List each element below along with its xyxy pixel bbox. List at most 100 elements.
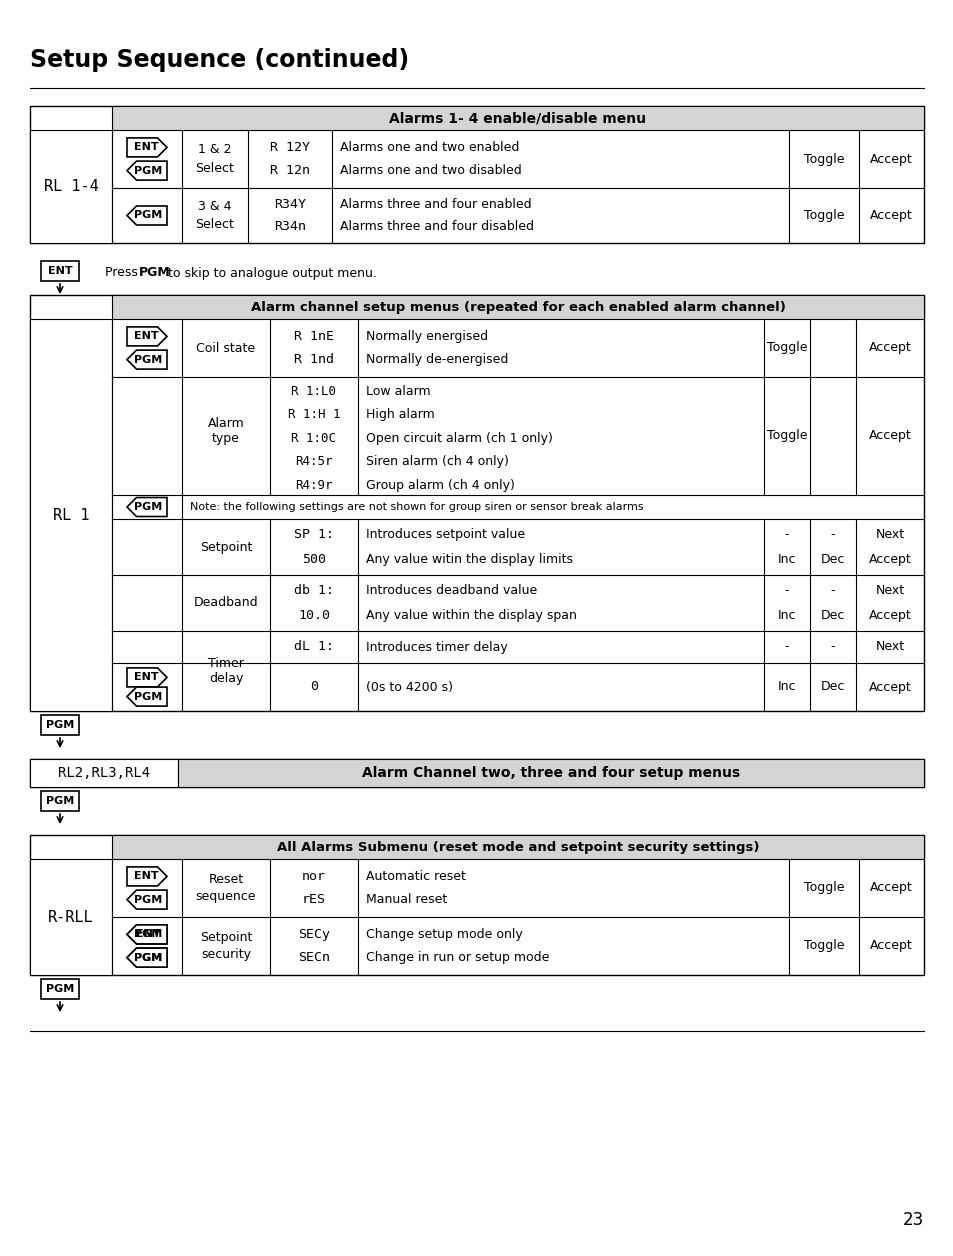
Bar [30, 106, 923, 242]
Bar [41, 791, 79, 811]
Text: ENT: ENT [135, 929, 160, 939]
Bar [30, 295, 923, 711]
Text: R 12n: R 12n [270, 165, 310, 177]
Text: Normally de-energised: Normally de-energised [366, 353, 508, 365]
Text: R34Y: R34Y [274, 198, 306, 211]
Text: Press: Press [105, 266, 142, 280]
Text: Automatic reset: Automatic reset [366, 870, 465, 883]
Text: PGM: PGM [133, 952, 162, 962]
Text: ENT: ENT [133, 332, 158, 342]
Polygon shape [127, 948, 167, 967]
Text: PGM: PGM [133, 166, 162, 176]
Text: Low alarm: Low alarm [366, 384, 430, 398]
Text: Deadband: Deadband [193, 597, 258, 609]
Polygon shape [127, 138, 167, 157]
Text: Accept: Accept [869, 882, 912, 894]
Text: Accept: Accept [868, 681, 910, 693]
Text: Setpoint: Setpoint [199, 931, 252, 943]
Text: Next: Next [875, 584, 903, 597]
Polygon shape [127, 161, 167, 180]
Text: -: - [784, 641, 788, 653]
Text: Accept: Accept [868, 430, 910, 442]
Text: Introduces deadband value: Introduces deadband value [366, 584, 537, 597]
Bar [30, 759, 178, 788]
Polygon shape [127, 668, 167, 687]
Text: 3 & 4: 3 & 4 [198, 200, 232, 212]
Text: -: - [830, 641, 835, 653]
Text: R34n: R34n [274, 220, 306, 234]
Text: Alarm Channel two, three and four setup menus: Alarm Channel two, three and four setup … [361, 766, 740, 780]
Text: 0: 0 [310, 681, 317, 693]
Text: SECn: SECn [297, 951, 330, 965]
Polygon shape [127, 350, 167, 369]
Bar [30, 759, 923, 788]
Text: rES: rES [302, 893, 326, 906]
Text: Accept: Accept [868, 609, 910, 622]
Text: R 1nd: R 1nd [294, 353, 334, 365]
Text: Dec: Dec [820, 609, 844, 622]
Text: R 1nE: R 1nE [294, 330, 334, 343]
Text: Any value within the display span: Any value within the display span [366, 609, 577, 622]
Text: RL 1: RL 1 [52, 507, 90, 522]
Text: Dec: Dec [820, 553, 844, 565]
Bar [41, 261, 79, 281]
Text: Alarms one and two enabled: Alarms one and two enabled [339, 141, 518, 154]
Text: PGM: PGM [46, 983, 74, 993]
Polygon shape [127, 206, 167, 225]
Text: 10.0: 10.0 [297, 609, 330, 622]
Text: Alarm
type: Alarm type [208, 417, 244, 446]
Text: Toggle: Toggle [803, 208, 843, 222]
Text: SECy: SECy [297, 928, 330, 941]
Text: -: - [830, 529, 835, 541]
Text: Inc: Inc [777, 609, 796, 622]
Text: Next: Next [875, 641, 903, 653]
Text: ENT: ENT [133, 672, 158, 682]
Text: Inc: Inc [777, 681, 796, 693]
Text: -: - [784, 529, 788, 541]
Text: PGM: PGM [46, 720, 74, 730]
Text: Setup Sequence (continued): Setup Sequence (continued) [30, 48, 409, 72]
Polygon shape [127, 687, 167, 706]
Text: Introduces timer delay: Introduces timer delay [366, 641, 507, 653]
Text: PGM: PGM [46, 796, 74, 806]
Text: db 1:: db 1: [294, 584, 334, 597]
Text: SP 1:: SP 1: [294, 529, 334, 541]
Text: All Alarms Submenu (reset mode and setpoint security settings): All Alarms Submenu (reset mode and setpo… [276, 840, 759, 854]
Polygon shape [127, 924, 167, 945]
Text: Change setup mode only: Change setup mode only [366, 928, 522, 941]
Bar [112, 835, 923, 859]
Text: PGM: PGM [133, 211, 162, 221]
Text: Accept: Accept [868, 553, 910, 565]
Text: -: - [784, 584, 788, 597]
Text: Alarms one and two disabled: Alarms one and two disabled [339, 165, 521, 177]
Text: security: security [201, 948, 251, 961]
Text: (0s to 4200 s): (0s to 4200 s) [366, 681, 453, 693]
Bar [41, 715, 79, 735]
Polygon shape [127, 891, 167, 909]
Text: Accept: Accept [868, 342, 910, 354]
Text: R 1:L0: R 1:L0 [292, 384, 336, 398]
Text: PGM: PGM [133, 929, 162, 939]
Text: dL 1:: dL 1: [294, 641, 334, 653]
Text: nor: nor [302, 870, 326, 883]
Text: R 1:H 1: R 1:H 1 [288, 408, 340, 421]
Text: PGM: PGM [133, 354, 162, 364]
Text: High alarm: High alarm [366, 408, 435, 421]
Text: Setpoint: Setpoint [199, 540, 252, 554]
Text: 23: 23 [902, 1211, 923, 1230]
Bar [30, 131, 112, 242]
Text: Change in run or setup mode: Change in run or setup mode [366, 951, 549, 965]
Text: Normally energised: Normally energised [366, 330, 488, 343]
Text: Select: Select [195, 219, 234, 231]
Polygon shape [127, 867, 167, 885]
Text: Note: the following settings are not shown for group siren or sensor break alarm: Note: the following settings are not sho… [190, 502, 643, 512]
Text: R-RLL: R-RLL [49, 909, 93, 924]
Text: Alarms three and four disabled: Alarms three and four disabled [339, 220, 534, 234]
Text: ENT: ENT [48, 266, 72, 276]
Bar [30, 319, 112, 711]
Text: Open circuit alarm (ch 1 only): Open circuit alarm (ch 1 only) [366, 432, 553, 445]
Text: Select: Select [195, 162, 234, 176]
Text: RL2,RL3,RL4: RL2,RL3,RL4 [58, 766, 150, 780]
Text: R4:9r: R4:9r [294, 479, 333, 492]
Text: ENT: ENT [133, 142, 158, 152]
